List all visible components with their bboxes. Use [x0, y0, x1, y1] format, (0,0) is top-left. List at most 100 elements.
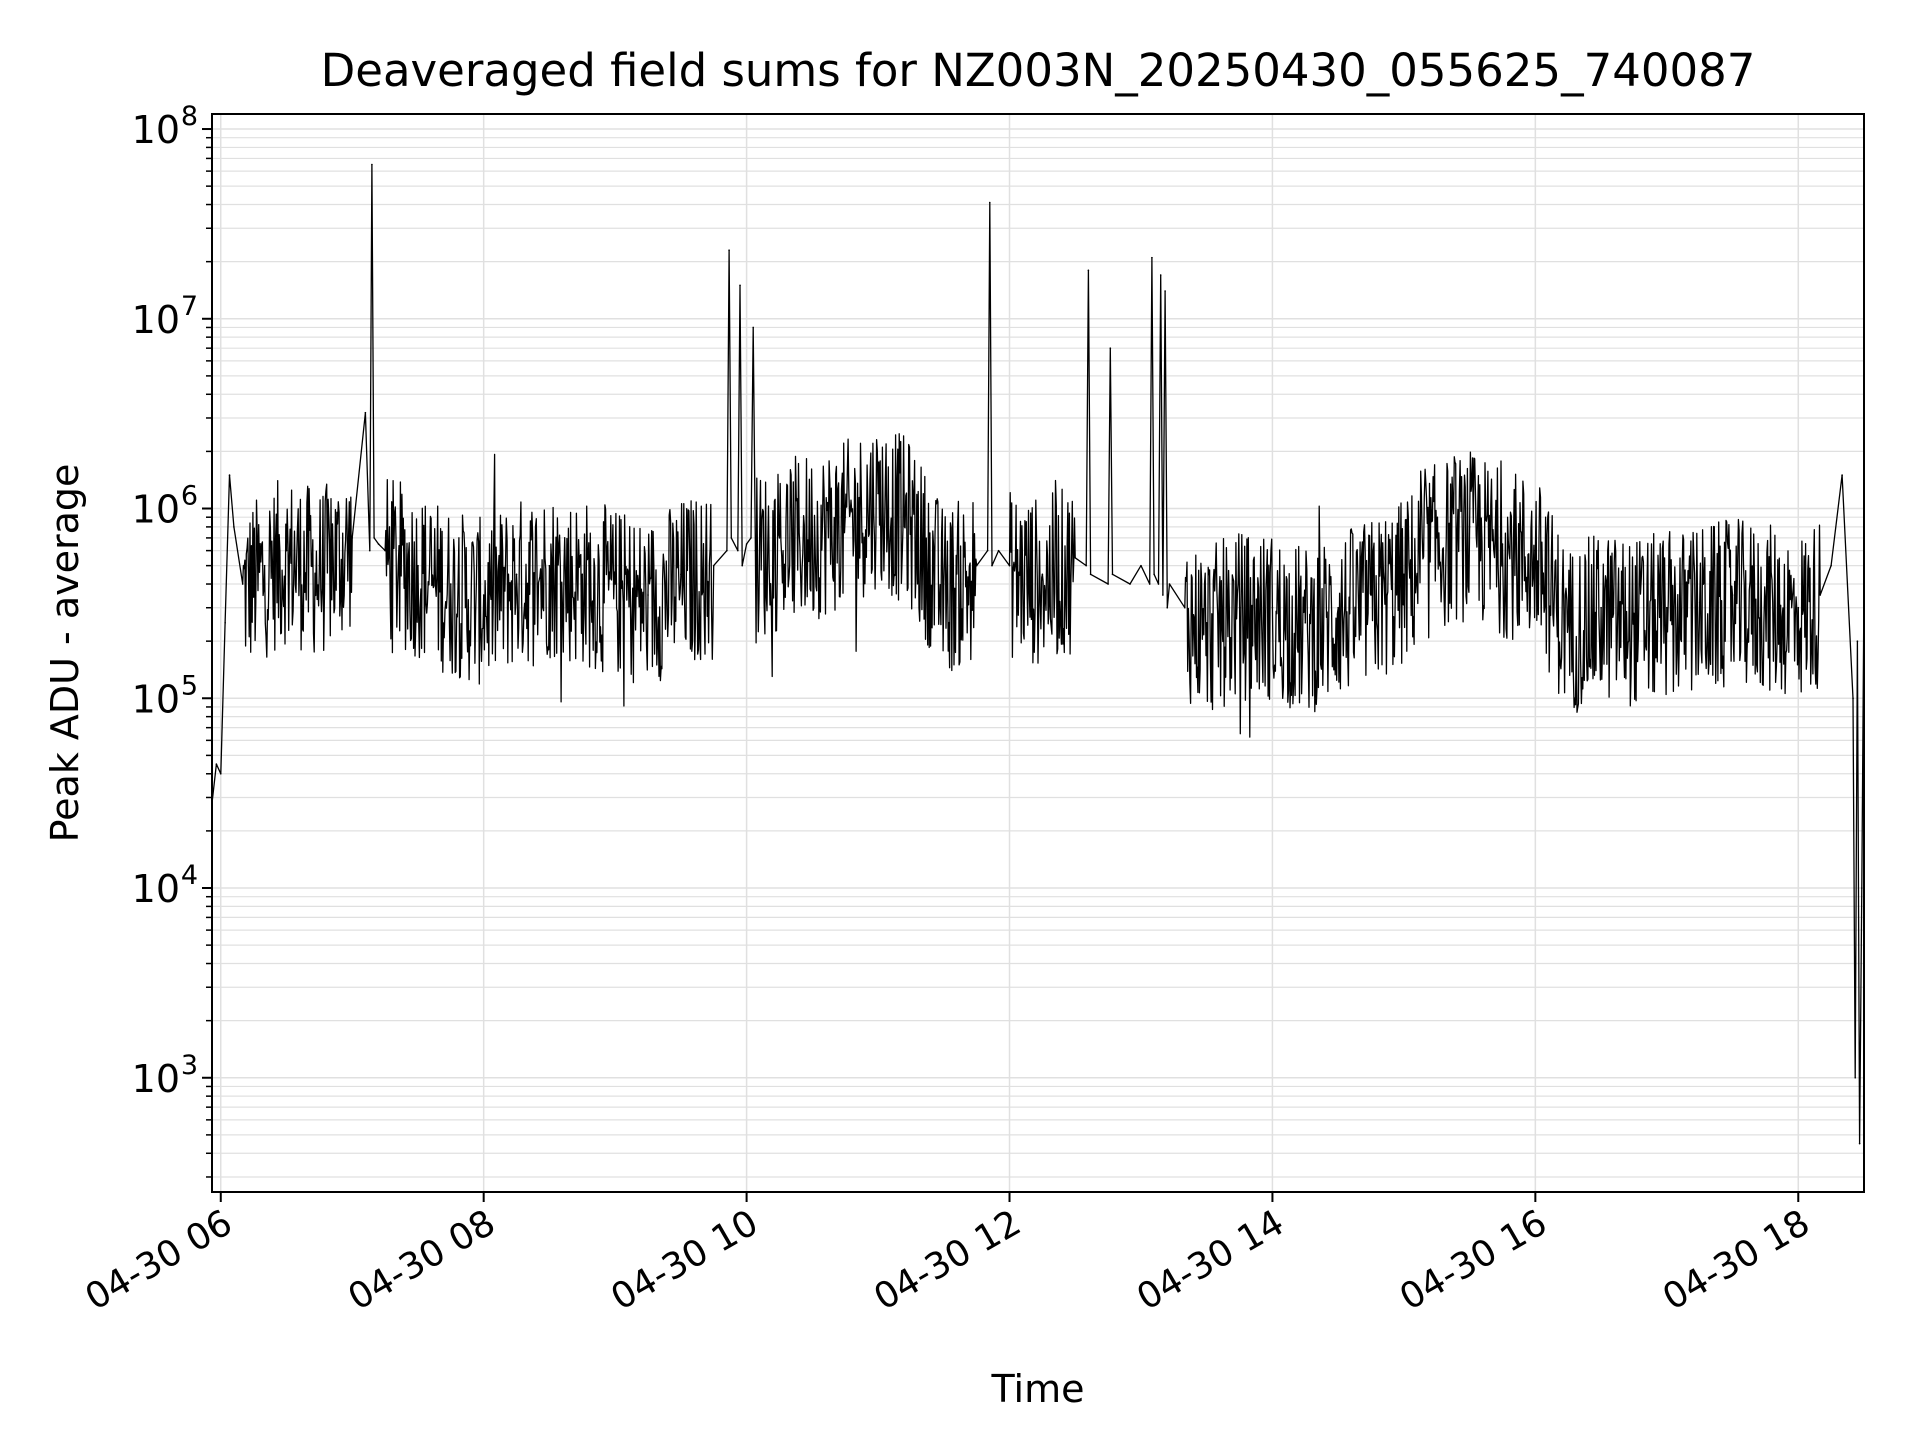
data-point: [730, 537, 733, 539]
data-point: [1861, 887, 1863, 889]
data-point: [1140, 564, 1142, 567]
data-point: [377, 543, 380, 545]
data-point: [1468, 526, 1471, 528]
data-point: [1166, 606, 1169, 609]
data-point: [1370, 594, 1372, 596]
data-point: [548, 564, 551, 567]
data-point: [1841, 474, 1843, 476]
data-point: [811, 526, 814, 528]
data-point: [647, 594, 649, 596]
data-point: [1435, 537, 1438, 539]
data-point: [1153, 573, 1155, 576]
data-point: [1666, 606, 1668, 609]
y-tick-label-exponent: 5: [181, 670, 198, 701]
data-point: [450, 583, 452, 585]
data-point: [1168, 583, 1171, 585]
data-point: [844, 516, 846, 519]
data-point: [1238, 606, 1241, 609]
data-point: [1164, 290, 1166, 292]
data-point: [1162, 594, 1164, 596]
data-point: [1087, 269, 1090, 272]
data-point: [482, 594, 485, 596]
y-tick-label: 10: [132, 108, 180, 152]
data-point: [739, 284, 741, 287]
data-point: [1157, 583, 1160, 585]
data-point: [745, 543, 748, 545]
data-point: [1731, 594, 1734, 596]
y-tick-label-exponent: 6: [181, 481, 198, 512]
x-axis-label: Time: [991, 1367, 1085, 1411]
data-point: [910, 516, 912, 519]
data-point: [737, 549, 739, 552]
data-point: [975, 564, 978, 567]
data-point: [215, 763, 218, 765]
data-point: [581, 573, 584, 576]
y-tick-label: 10: [132, 488, 180, 532]
data-point: [750, 537, 752, 539]
data-point: [1205, 621, 1208, 624]
data-line: [211, 163, 1865, 1145]
data-point: [1111, 573, 1114, 576]
data-point: [1074, 556, 1077, 559]
data-point: [1085, 564, 1088, 567]
data-point: [1764, 599, 1767, 601]
data-point: [942, 583, 945, 585]
data-point: [752, 326, 754, 329]
plot-frame: [211, 113, 1865, 1193]
data-point: [1567, 621, 1570, 624]
chart-title: Deaveraged field sums for NZ003N_2025043…: [321, 44, 1756, 97]
data-point: [1337, 606, 1339, 609]
gridlines: [212, 114, 1864, 1192]
data-point: [1698, 601, 1701, 604]
data-point: [728, 249, 730, 251]
data-point: [680, 573, 682, 576]
data-point: [1819, 594, 1821, 596]
data-point: [351, 537, 354, 539]
data-point: [712, 564, 715, 567]
data-point: [1830, 564, 1832, 567]
data-point: [1534, 549, 1537, 552]
data-point: [1600, 606, 1602, 609]
data-point: [1856, 640, 1859, 642]
y-tick-label-exponent: 3: [181, 1050, 198, 1081]
data-point: [371, 163, 373, 166]
data-point: [877, 492, 879, 495]
data-point: [368, 549, 371, 552]
data-point: [1633, 612, 1635, 615]
data-point: [263, 564, 266, 567]
data-point: [1304, 621, 1307, 624]
data-point: [1183, 606, 1186, 609]
data-point: [1858, 1142, 1861, 1145]
data-point: [1129, 583, 1131, 585]
data-point: [988, 201, 991, 204]
data-point: [991, 564, 993, 567]
data-point: [1148, 583, 1151, 585]
data-point: [1041, 573, 1044, 576]
data-point: [228, 474, 231, 476]
data-point: [1109, 347, 1112, 349]
data-point: [417, 564, 419, 567]
data-point: [1089, 573, 1092, 576]
data-point: [373, 537, 375, 539]
y-tick-label-exponent: 8: [181, 101, 198, 132]
data-point: [1151, 256, 1153, 259]
data-point: [318, 564, 321, 567]
data-point: [614, 583, 616, 585]
data-point: [1501, 543, 1504, 545]
data-point: [1403, 573, 1405, 576]
data-point: [241, 583, 244, 585]
y-tick-label: 10: [132, 867, 180, 911]
y-tick-label: 10: [132, 677, 180, 721]
data-point: [364, 411, 367, 414]
data-point: [1159, 274, 1162, 276]
data-point: [1797, 606, 1800, 609]
y-tick-label-exponent: 4: [181, 860, 198, 891]
data-point: [726, 549, 728, 552]
data-point: [219, 772, 222, 775]
data-point: [384, 549, 386, 552]
y-tick-label: 10: [132, 298, 180, 342]
data-line-layer: [211, 163, 1865, 1145]
data-point: [997, 549, 1000, 552]
